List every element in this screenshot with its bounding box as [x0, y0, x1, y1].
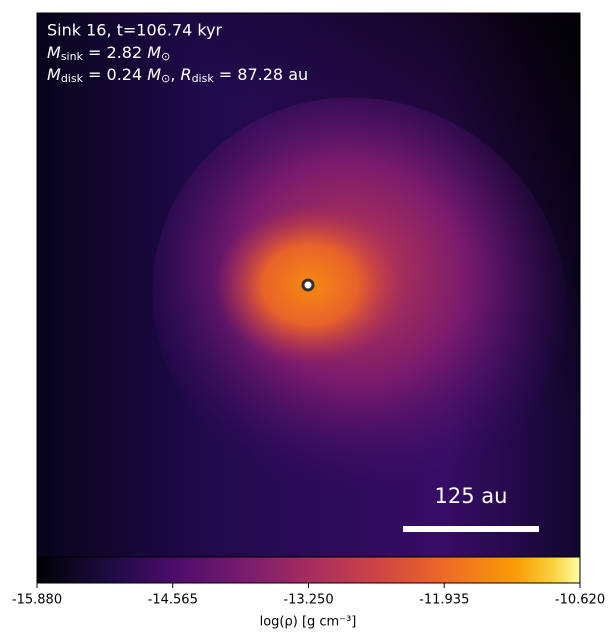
- colorbar-tick-label: -15.880: [12, 593, 62, 608]
- colorbar: [36, 556, 581, 584]
- unit: M: [147, 65, 161, 84]
- colorbar-tick-label: -14.565: [148, 593, 198, 608]
- sub: sink: [61, 50, 84, 63]
- scale-bar-label: 125 au: [435, 484, 508, 508]
- sub: disk: [192, 72, 215, 85]
- colorbar-tick-label: -10.620: [555, 593, 605, 608]
- txt: = 2.82: [83, 43, 147, 62]
- sym: R: [180, 65, 191, 84]
- unit: M: [147, 43, 161, 62]
- sub: disk: [61, 72, 84, 85]
- colorbar-tick-label: -11.935: [419, 593, 469, 608]
- colorbar-label: log(ρ) [g cm⁻³]: [260, 615, 357, 630]
- unit-sub: ⊙: [161, 50, 170, 63]
- sym: M: [47, 43, 61, 62]
- txt: = 0.24: [83, 65, 147, 84]
- sym: M: [47, 65, 61, 84]
- annotation: Mdisk = 0.24 M⊙, Rdisk = 87.28 au: [47, 65, 308, 86]
- sink-marker: [301, 278, 315, 292]
- unit-sub: ⊙: [161, 72, 170, 85]
- txt: = 87.28 au: [214, 65, 308, 84]
- annotation: Msink = 2.82 M⊙: [47, 43, 170, 64]
- title: Sink 16, t=106.74 kyr: [47, 21, 223, 40]
- comma: ,: [170, 65, 180, 84]
- scale-bar: [403, 526, 539, 532]
- colorbar-tick-label: -13.250: [283, 593, 333, 608]
- density-map: [37, 13, 580, 557]
